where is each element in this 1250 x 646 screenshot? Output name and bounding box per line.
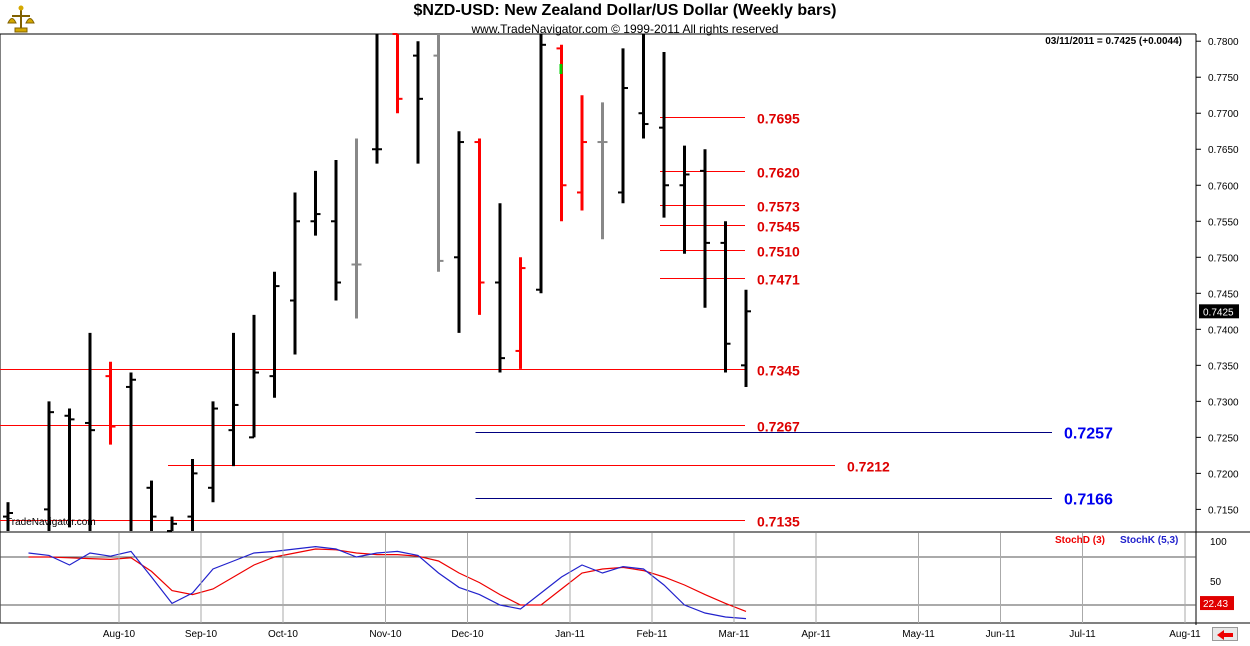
level-label: 0.7471 bbox=[757, 272, 800, 288]
price-tick-label: 0.7300 bbox=[1208, 397, 1239, 408]
ohlc-bar bbox=[392, 33, 403, 114]
date-tick-label: Feb-11 bbox=[637, 629, 668, 640]
level-label: 0.7212 bbox=[847, 459, 890, 475]
ohlc-bar bbox=[44, 401, 54, 531]
ohlc-bar bbox=[126, 372, 136, 531]
ohlc-bar bbox=[659, 52, 669, 218]
price-tick-label: 0.7600 bbox=[1208, 181, 1239, 192]
price-tick-label: 0.7800 bbox=[1208, 37, 1239, 48]
level-label: 0.7135 bbox=[757, 514, 800, 530]
date-tick-label: Aug-10 bbox=[103, 629, 136, 640]
price-tick-label: 0.7650 bbox=[1208, 145, 1239, 156]
last-quote-readout: 03/11/2011 = 0.7425 (+0.0044) bbox=[1045, 36, 1182, 47]
watermark: TradeNavigator.com bbox=[6, 517, 96, 528]
last-price-label: 0.7425 bbox=[1203, 307, 1234, 318]
date-tick-label: Aug-11 bbox=[1169, 629, 1201, 640]
ohlc-bar bbox=[64, 408, 75, 528]
level-label: 0.7545 bbox=[757, 219, 800, 235]
date-tick-label: Mar-11 bbox=[719, 629, 750, 640]
ohlc-bar bbox=[167, 516, 177, 532]
price-tick-label: 0.7250 bbox=[1208, 433, 1239, 444]
ohlc-bar bbox=[495, 203, 505, 373]
price-tick-label: 0.7750 bbox=[1208, 73, 1239, 84]
scroll-left-button[interactable] bbox=[1212, 627, 1238, 641]
stoch-d-legend: StochD (3) bbox=[1055, 535, 1105, 546]
ohlc-bar bbox=[700, 149, 710, 308]
date-tick-label: Nov-10 bbox=[369, 629, 402, 640]
date-tick-label: Apr-11 bbox=[801, 629, 831, 640]
copyright-subtitle: www.TradeNavigator.com © 1999-2011 All r… bbox=[471, 22, 779, 36]
level-label: 0.7166 bbox=[1064, 492, 1113, 509]
date-tick-label: Dec-10 bbox=[451, 629, 484, 640]
arrow-left-icon bbox=[1217, 630, 1233, 640]
date-tick-label: Jan-11 bbox=[555, 629, 585, 640]
level-label: 0.7257 bbox=[1064, 426, 1113, 443]
ohlc-bar bbox=[351, 138, 362, 319]
stoch-tick-label: 100 bbox=[1210, 537, 1227, 548]
ohlc-bar bbox=[310, 170, 321, 236]
ohlc-bar bbox=[85, 332, 95, 531]
date-tick-label: Jun-11 bbox=[986, 629, 1016, 640]
level-label: 0.7695 bbox=[757, 111, 800, 127]
ohlc-bars bbox=[3, 33, 751, 532]
ohlc-bar bbox=[618, 48, 628, 204]
support-resistance-levels: 0.7695 0.7620 0.7573 0.7545 0.7510 0.7471 0.73… bbox=[0, 111, 1113, 530]
ohlc-bar bbox=[331, 160, 341, 301]
price-tick-label: 0.7150 bbox=[1208, 505, 1239, 516]
stoch-line-d bbox=[28, 548, 747, 612]
ohlc-bar bbox=[741, 289, 751, 387]
stoch-last-label: 22.43 bbox=[1203, 599, 1228, 610]
date-tick-label: Oct-10 bbox=[268, 629, 298, 640]
ohlc-bar bbox=[577, 95, 587, 211]
level-label: 0.7620 bbox=[757, 165, 800, 181]
ohlc-bar bbox=[228, 332, 239, 467]
price-tick-label: 0.7450 bbox=[1208, 289, 1239, 300]
date-tick-label: May-11 bbox=[902, 629, 935, 640]
ohlc-bar bbox=[679, 145, 690, 254]
ohlc-bar bbox=[638, 34, 649, 139]
level-label: 0.7345 bbox=[757, 363, 800, 379]
ohlc-bar bbox=[372, 34, 382, 164]
stoch-tick-label: 50 bbox=[1210, 577, 1222, 588]
chart-title: $NZD-USD: New Zealand Dollar/US Dollar (… bbox=[413, 2, 837, 19]
level-label: 0.7573 bbox=[757, 199, 800, 215]
price-tick-label: 0.7700 bbox=[1208, 109, 1239, 120]
price-axis: 0.7800 0.7750 0.7700 0.7650 0.7600 0.7550 0.75… bbox=[1196, 37, 1239, 516]
last-price-box bbox=[1199, 304, 1239, 319]
ohlc-bar bbox=[3, 502, 13, 531]
date-axis: Aug-10 Sep-10 Oct-10 Nov-10 Dec-10 Jan-11 Feb-… bbox=[103, 533, 1201, 640]
ohlc-bar bbox=[187, 458, 198, 531]
ohlc-bar bbox=[515, 257, 526, 369]
price-tick-label: 0.7550 bbox=[1208, 217, 1239, 228]
price-tick-label: 0.7500 bbox=[1208, 253, 1239, 264]
ohlc-bar bbox=[474, 138, 485, 315]
level-label: 0.7267 bbox=[757, 419, 800, 435]
stoch-last-box bbox=[1200, 596, 1234, 611]
ohlc-bar bbox=[413, 41, 423, 164]
ohlc-bar bbox=[208, 401, 218, 503]
ohlc-bar bbox=[105, 361, 116, 445]
ohlc-bar bbox=[146, 480, 157, 531]
level-label: 0.7510 bbox=[757, 244, 800, 260]
price-tick-label: 0.7200 bbox=[1208, 469, 1239, 480]
ohlc-bar bbox=[536, 34, 546, 294]
price-tick-label: 0.7350 bbox=[1208, 361, 1239, 372]
stoch-line-k bbox=[28, 545, 747, 620]
main-plot-frame bbox=[0, 33, 1250, 625]
date-tick-label: Sep-10 bbox=[185, 629, 218, 640]
ohlc-bar bbox=[433, 34, 444, 272]
ohlc-bar bbox=[290, 192, 300, 355]
ohlc-bar bbox=[454, 131, 464, 333]
trade-navigator-logo-icon bbox=[7, 5, 35, 33]
stochastic-panel: 100 50 22.43 StochD (3) StochK (5,3) bbox=[0, 535, 1234, 620]
ohlc-bar bbox=[720, 221, 731, 373]
stoch-k-legend: StochK (5,3) bbox=[1120, 535, 1178, 546]
ohlc-bar bbox=[269, 271, 280, 398]
date-tick-label: Jul-11 bbox=[1069, 629, 1096, 640]
ohlc-bar bbox=[556, 44, 567, 222]
ohlc-bar bbox=[249, 314, 259, 439]
price-tick-label: 0.7400 bbox=[1208, 325, 1239, 336]
ohlc-bar bbox=[597, 102, 608, 240]
